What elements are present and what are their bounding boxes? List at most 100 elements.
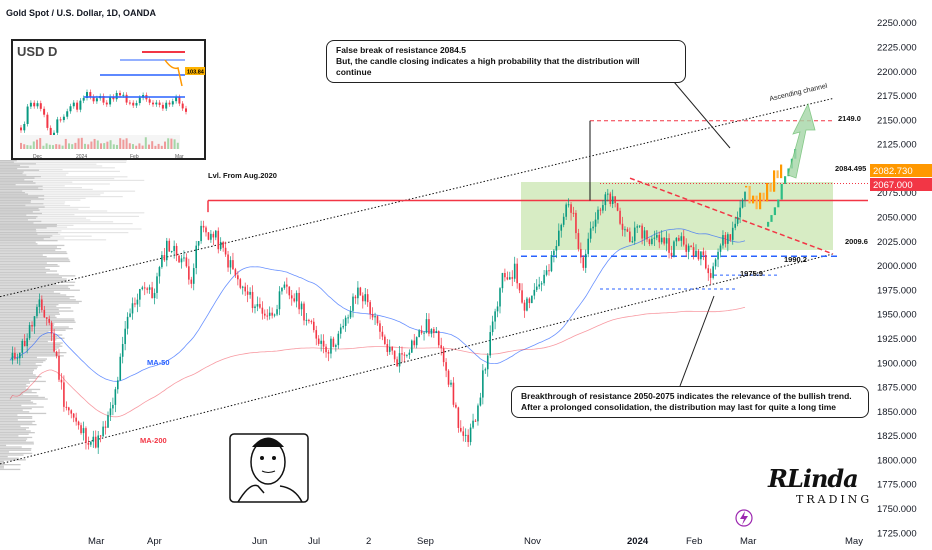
volume-profile-bar — [0, 468, 21, 471]
forecast-candle-green — [767, 221, 770, 227]
volume-profile-bar — [0, 272, 47, 274]
inset-volume-bar — [176, 142, 179, 149]
inset-candle-body — [109, 96, 112, 105]
volume-profile-bar — [0, 232, 59, 234]
ascending-channel-label: Ascending channel — [769, 83, 829, 103]
candle-body — [148, 287, 151, 290]
candle-body — [504, 272, 506, 278]
candle-body — [264, 313, 266, 316]
candle-body — [374, 316, 376, 318]
candle-body — [550, 254, 553, 272]
candle-body — [283, 284, 286, 288]
candle-body — [70, 410, 73, 414]
candle-body — [11, 352, 14, 361]
candle-body — [369, 302, 371, 314]
level-label-2084: 2084.495 — [835, 164, 866, 173]
volume-profile-bar — [0, 235, 53, 237]
candle-body — [575, 212, 577, 234]
volume-profile-bar — [0, 376, 42, 378]
inset-volume-bar — [100, 143, 102, 149]
candle-body — [379, 323, 381, 332]
candle-body — [501, 272, 504, 289]
volume-profile-bar — [0, 259, 70, 261]
volume-profile-bar — [0, 396, 45, 399]
candle-body — [663, 237, 665, 244]
volume-profile-bar — [0, 164, 21, 167]
candle-body — [43, 309, 46, 318]
volume-profile-bar — [0, 329, 66, 331]
candle-body — [366, 294, 369, 303]
candle-body — [403, 354, 406, 356]
inset-volume-bar — [109, 140, 112, 149]
forecast-candle-orange — [755, 195, 758, 210]
volume-profile-bar — [0, 214, 75, 216]
candle-body — [332, 338, 335, 347]
candle-body — [722, 235, 724, 246]
volume-profile-bar — [0, 215, 140, 217]
candle-body — [241, 286, 244, 288]
lightning-icon[interactable] — [735, 509, 753, 527]
candle-body — [41, 299, 43, 310]
candle-body — [538, 284, 540, 287]
inset-candle-body — [89, 92, 92, 97]
forecast-candle-orange — [752, 195, 755, 204]
candle-body — [477, 405, 479, 422]
inset-volume-bar — [80, 137, 83, 149]
volume-profile-bar — [0, 221, 114, 223]
forecast-path — [745, 102, 816, 227]
volume-profile-bar — [0, 238, 44, 240]
candle-body — [709, 273, 712, 278]
candle-body — [300, 303, 303, 310]
inset-month-2: Feb — [130, 154, 139, 160]
volume-profile-bar — [0, 419, 18, 421]
volume-profile-bar — [0, 452, 33, 455]
volume-profile-bar — [0, 239, 107, 241]
volume-profile-bar — [0, 252, 68, 255]
candle-body — [180, 258, 183, 263]
candle-body — [442, 348, 445, 363]
inset-volume-bar — [119, 138, 122, 149]
candle-body — [33, 316, 36, 327]
volume-profile-bar — [0, 264, 58, 266]
volume-profile-bar — [0, 246, 57, 248]
volume-profile-bar — [0, 163, 97, 165]
candle-body — [631, 241, 634, 243]
price-tick-label: 1900.000 — [877, 358, 917, 369]
candle-body — [227, 254, 229, 268]
inset-candle-body — [135, 103, 138, 106]
volume-profile-bar — [0, 438, 28, 440]
price-tick-label: 2225.000 — [877, 42, 917, 53]
candle-body — [207, 232, 210, 240]
price-axis[interactable]: 1725.000 1750.000 1775.000 1800.000 1825.000… — [868, 0, 932, 550]
volume-profile-bar — [0, 440, 27, 442]
time-axis[interactable]: Mar Apr Jun Jul 2 Sep Nov 2024 Feb Mar May — [88, 536, 863, 547]
candle-body — [700, 251, 702, 260]
candle-body — [92, 436, 95, 442]
volume-profile-bar — [0, 372, 33, 375]
inset-candle-body — [49, 127, 52, 140]
candle-body — [190, 279, 193, 284]
volume-profile-bar — [0, 355, 64, 357]
volume-profile-bar — [0, 331, 49, 333]
candle-body — [109, 408, 112, 416]
price-tick-label: 2125.000 — [877, 140, 917, 151]
candle-body — [712, 266, 714, 278]
candle-body — [224, 247, 227, 255]
candle-body — [200, 225, 202, 242]
candles[interactable] — [11, 189, 746, 454]
volume-profile-bar — [0, 230, 37, 232]
candle-body — [567, 204, 570, 206]
candle-body — [656, 234, 658, 238]
forecast-candle-orange — [776, 170, 779, 179]
candle-body — [692, 247, 695, 257]
candle-body — [175, 245, 178, 256]
candle-body — [126, 316, 129, 329]
volume-profile-bar — [0, 339, 57, 341]
inset-month-1: 2024 — [76, 154, 87, 160]
volume-profile-bar — [0, 300, 82, 303]
candle-body — [232, 260, 234, 270]
volume-profile-bar — [0, 214, 27, 216]
candle-body — [376, 316, 379, 324]
volume-profile-bar — [0, 441, 34, 443]
volume-profile-bar — [0, 296, 75, 298]
